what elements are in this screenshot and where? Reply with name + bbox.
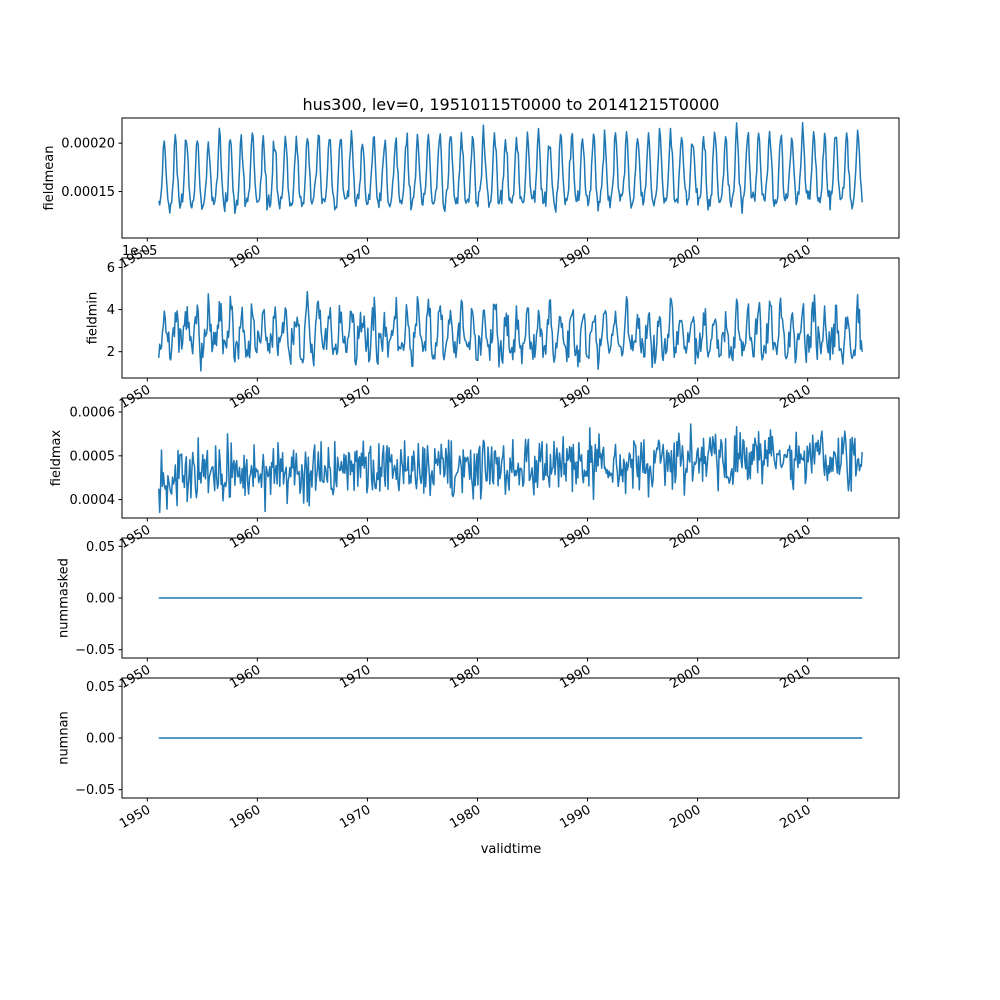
x-tick-label: 1970 (337, 382, 373, 412)
y-tick-label: 4 (107, 303, 115, 318)
x-tick-label: 1950 (117, 522, 153, 552)
x-tick-label: 1950 (117, 382, 153, 412)
x-tick-label: 2000 (667, 382, 703, 412)
x-tick-label: 2000 (667, 522, 703, 552)
x-tick-label: 1950 (117, 802, 153, 832)
x-tick-label: 2000 (667, 662, 703, 692)
series-fieldmax-line (158, 423, 863, 514)
y-tick-label: 0.00 (86, 592, 115, 607)
x-tick-label: 1970 (337, 242, 373, 272)
axes-frame (121, 257, 900, 379)
x-axis-label: validtime (480, 842, 542, 857)
x-tick-label: 1960 (227, 522, 263, 552)
x-tick-label: 1950 (117, 662, 153, 692)
x-tick-label: 2010 (777, 242, 813, 272)
x-tick-label: 1980 (447, 242, 483, 272)
x-tick-label: 1980 (447, 522, 483, 552)
x-tick-label: 1990 (557, 662, 593, 692)
x-tick-label: 1980 (447, 382, 483, 412)
y-tick-label: 0.05 (86, 540, 115, 555)
x-tick-label: 1960 (227, 802, 263, 832)
panel-fieldmin: 6 4 2 1950 1960 1970 1980 1990 2000 2010 fieldmin 1… (86, 244, 900, 412)
x-tick-label: 1960 (227, 242, 263, 272)
series-fieldmean-line (158, 122, 863, 215)
series-fieldmin-line (158, 290, 863, 372)
x-tick-label: 1990 (557, 802, 593, 832)
y-axis-label-fieldmean: fieldmean (42, 146, 57, 211)
x-tick-label: 1990 (557, 242, 593, 272)
x-tick-label: 2000 (667, 242, 703, 272)
x-tick-label: 2000 (667, 802, 703, 832)
x-tick-label: 2010 (777, 802, 813, 832)
x-tick-label: 1970 (337, 802, 373, 832)
x-tick-label: 1990 (557, 522, 593, 552)
y-tick-label: 0.00020 (61, 137, 115, 152)
x-tick-label: 1960 (227, 382, 263, 412)
x-tick-label: 1980 (447, 662, 483, 692)
y-tick-label: 0.05 (86, 680, 115, 695)
y-tick-label: 2 (107, 345, 115, 360)
y-axis-label-numnan: numnan (57, 711, 72, 765)
x-tick-label: 2010 (777, 662, 813, 692)
x-tick-label: 1970 (337, 662, 373, 692)
y-tick-label: 6 (107, 261, 115, 276)
y-axis-label-fieldmin: fieldmin (86, 292, 101, 345)
y-tick-label: 0.00 (86, 732, 115, 747)
y-tick-label: 0.0005 (70, 449, 116, 464)
y-tick-label: −0.05 (75, 643, 115, 658)
x-tick-label: 2010 (777, 382, 813, 412)
x-tick-label: 1960 (227, 662, 263, 692)
chart-title: hus300, lev=0, 19510115T0000 to 20141215… (302, 95, 720, 114)
axes-frame (121, 117, 900, 239)
offset-text: 1e−5 (122, 244, 157, 259)
y-tick-label: −0.05 (75, 783, 115, 798)
y-axis-label-fieldmax: fieldmax (49, 430, 64, 487)
x-tick-label: 2010 (777, 522, 813, 552)
y-tick-label: 0.0006 (70, 406, 116, 421)
y-axis-label-nummasked: nummasked (57, 558, 72, 638)
x-tick-label: 1990 (557, 382, 593, 412)
y-tick-label: 0.00015 (61, 185, 115, 200)
axes-frame (121, 397, 900, 519)
x-tick-label: 1970 (337, 522, 373, 552)
x-tick-label: 1980 (447, 802, 483, 832)
y-tick-label: 0.0004 (70, 493, 116, 508)
